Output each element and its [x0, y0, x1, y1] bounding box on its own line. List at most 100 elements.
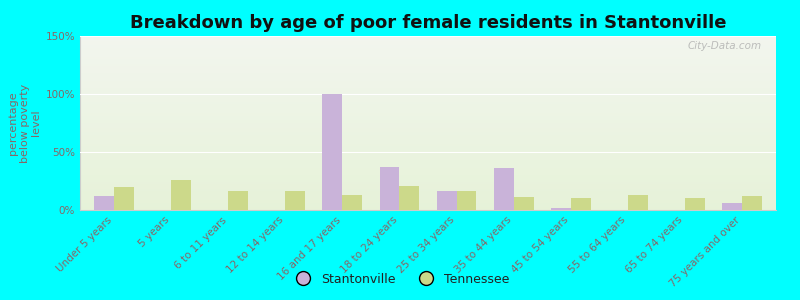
Bar [80, 123, 776, 125]
Bar [80, 182, 776, 184]
Bar [80, 140, 776, 142]
Bar [80, 184, 776, 186]
Bar [80, 81, 776, 83]
Bar [80, 90, 776, 92]
Bar [80, 116, 776, 118]
Bar [437, 191, 457, 210]
Bar [80, 64, 776, 66]
Bar [80, 67, 776, 69]
Bar [80, 88, 776, 90]
Bar [80, 40, 776, 41]
Bar [399, 186, 419, 210]
Bar [80, 165, 776, 167]
Bar [80, 206, 776, 208]
Bar [286, 191, 306, 210]
Bar [722, 203, 742, 210]
Bar [80, 118, 776, 119]
Bar [80, 104, 776, 106]
Bar [80, 76, 776, 78]
Bar [80, 154, 776, 156]
Bar [494, 168, 514, 210]
Bar [80, 170, 776, 172]
Bar [80, 48, 776, 50]
Title: Breakdown by age of poor female residents in Stantonville: Breakdown by age of poor female resident… [130, 14, 726, 32]
Bar [80, 62, 776, 64]
Bar [80, 142, 776, 144]
Bar [80, 112, 776, 114]
Bar [80, 109, 776, 111]
Bar [80, 194, 776, 196]
Bar [80, 41, 776, 43]
Bar [80, 146, 776, 147]
Bar [80, 92, 776, 93]
Bar [80, 175, 776, 177]
Bar [228, 191, 248, 210]
Bar [80, 163, 776, 165]
Bar [80, 74, 776, 76]
Bar [80, 114, 776, 116]
Bar [80, 86, 776, 88]
Bar [80, 147, 776, 149]
Legend: Stantonville, Tennessee: Stantonville, Tennessee [286, 268, 514, 291]
Bar [80, 50, 776, 52]
Bar [80, 57, 776, 58]
Bar [80, 119, 776, 121]
Bar [80, 93, 776, 95]
Bar [80, 201, 776, 203]
Bar [80, 99, 776, 100]
Bar [80, 83, 776, 85]
Bar [80, 139, 776, 140]
Bar [80, 168, 776, 170]
Bar [80, 208, 776, 210]
Bar [80, 160, 776, 161]
Bar [342, 195, 362, 210]
Bar [628, 195, 648, 210]
Bar [80, 128, 776, 130]
Bar [80, 66, 776, 67]
Y-axis label: percentage
below poverty
level: percentage below poverty level [8, 83, 42, 163]
Bar [80, 167, 776, 168]
Bar [457, 191, 477, 210]
Bar [94, 196, 114, 210]
Bar [685, 198, 705, 210]
Bar [80, 198, 776, 200]
Bar [80, 132, 776, 134]
Bar [80, 144, 776, 146]
Bar [80, 125, 776, 127]
Bar [80, 53, 776, 55]
Bar [80, 111, 776, 112]
Bar [550, 208, 570, 210]
Bar [80, 149, 776, 151]
Bar [742, 196, 762, 210]
Bar [80, 80, 776, 81]
Bar [80, 102, 776, 104]
Bar [80, 180, 776, 182]
Bar [80, 127, 776, 128]
Bar [80, 189, 776, 191]
Bar [80, 205, 776, 206]
Bar [80, 36, 776, 38]
Bar [114, 187, 134, 210]
Bar [570, 198, 590, 210]
Bar [80, 186, 776, 188]
Bar [80, 43, 776, 45]
Bar [80, 100, 776, 102]
Bar [80, 203, 776, 205]
Bar [80, 121, 776, 123]
Bar [80, 95, 776, 97]
Bar [80, 135, 776, 137]
Bar [322, 94, 342, 210]
Bar [80, 60, 776, 62]
Bar [80, 73, 776, 74]
Bar [80, 179, 776, 180]
Bar [80, 97, 776, 99]
Bar [80, 172, 776, 173]
Bar [171, 180, 191, 210]
Bar [80, 151, 776, 153]
Bar [80, 193, 776, 194]
Bar [80, 200, 776, 201]
Bar [379, 167, 399, 210]
Bar [80, 58, 776, 60]
Bar [80, 173, 776, 175]
Bar [80, 71, 776, 73]
